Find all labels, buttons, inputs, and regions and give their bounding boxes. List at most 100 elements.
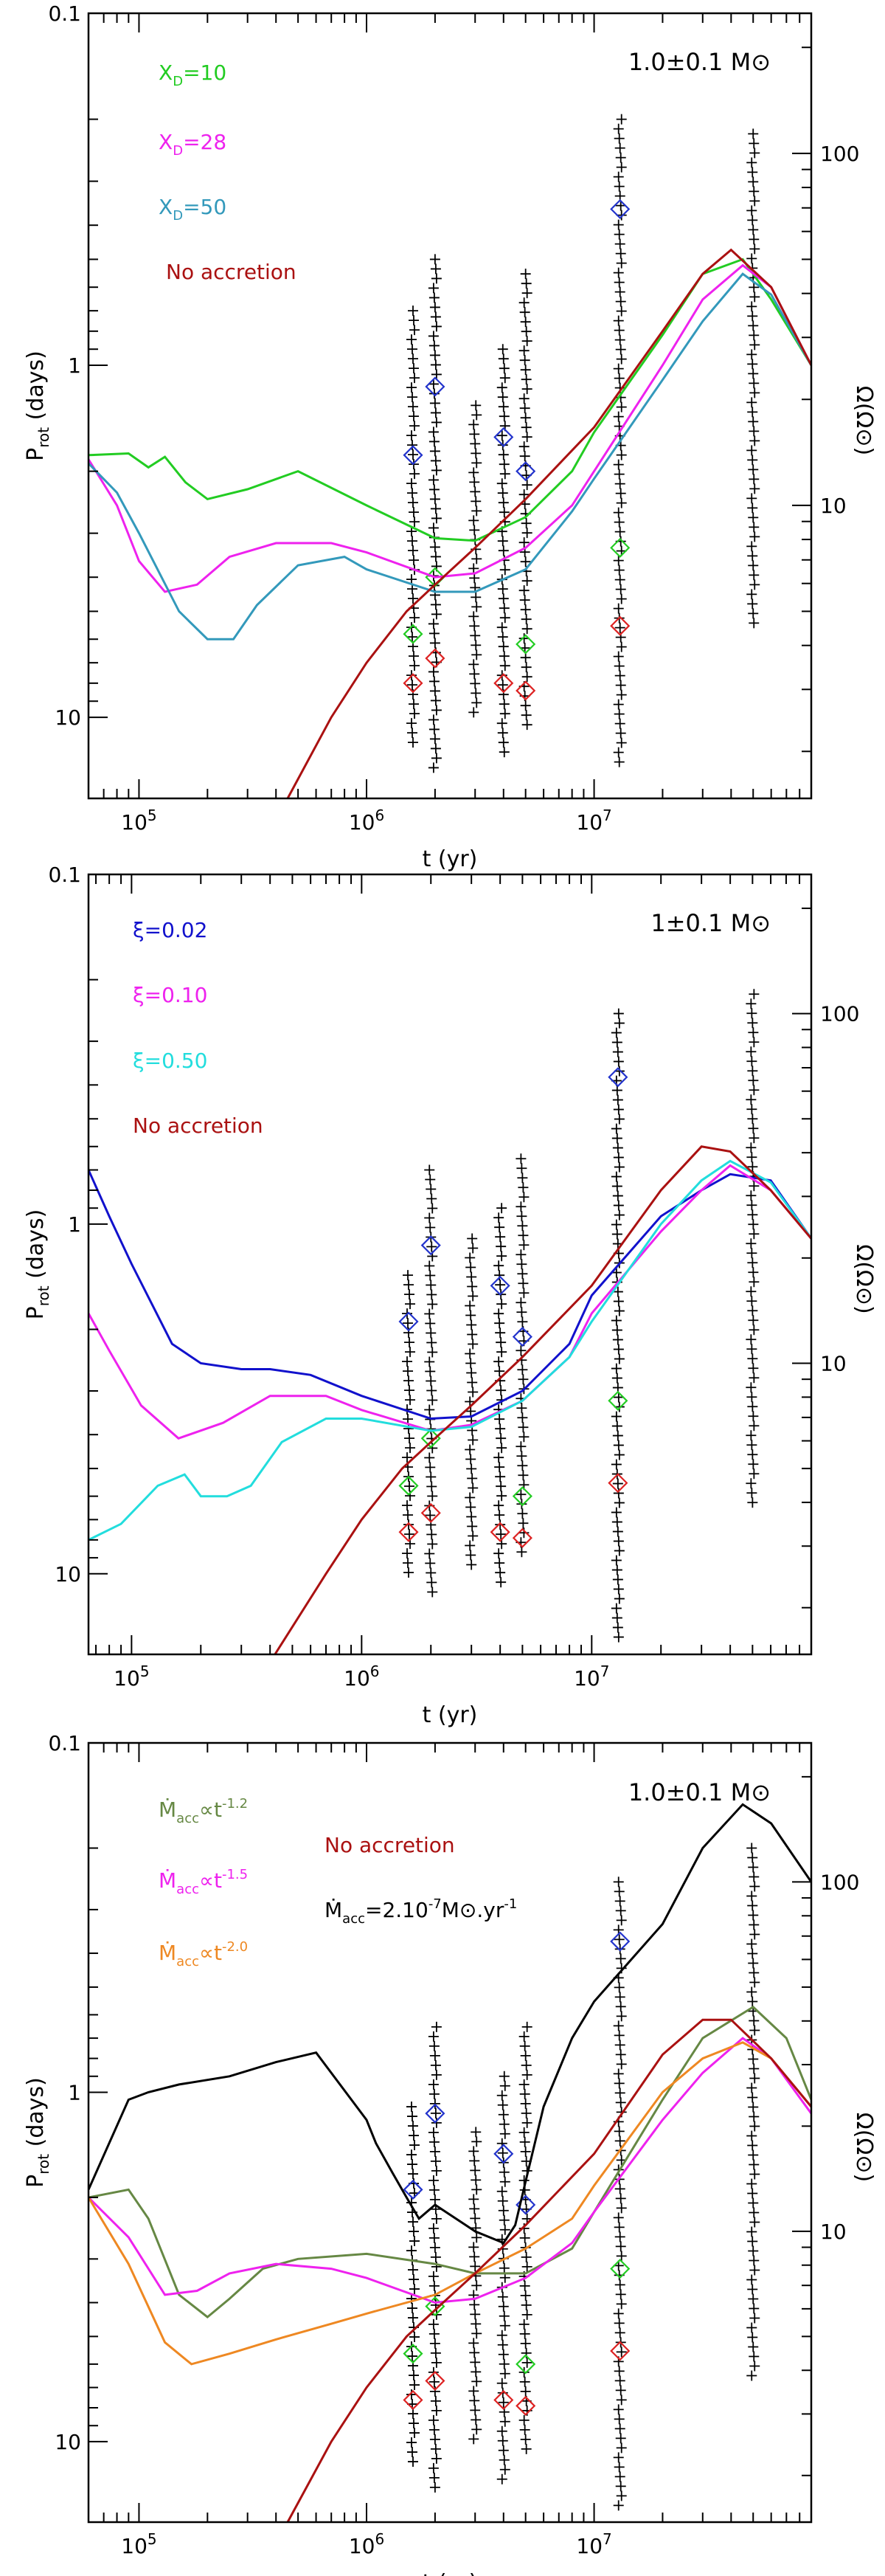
observation-point	[746, 253, 757, 264]
observation-point	[429, 2338, 440, 2349]
x-axis: 105 106 107 t (yr)	[95, 874, 812, 1728]
observation-point	[497, 584, 508, 595]
observation-point	[404, 1289, 415, 1300]
observation-point	[746, 1392, 757, 1403]
observation-point	[469, 2155, 480, 2166]
median-marker	[403, 673, 423, 694]
observation-point	[612, 1094, 623, 1105]
observation-point	[611, 1459, 622, 1470]
median-marker	[490, 1275, 510, 1296]
observation-point	[426, 1193, 437, 1204]
observation-point	[406, 584, 417, 595]
observation-point	[429, 446, 440, 457]
observation-point	[498, 737, 509, 748]
median-marker	[403, 445, 423, 466]
observation-point	[518, 345, 530, 356]
observation-point	[748, 1075, 759, 1086]
observation-point	[468, 2242, 479, 2253]
observation-cluster	[406, 305, 420, 748]
observation-point	[613, 1392, 624, 1403]
observation-point	[614, 2423, 625, 2434]
observation-point	[409, 2236, 420, 2247]
observation-point	[496, 2473, 507, 2485]
observation-point	[496, 1577, 507, 1588]
observation-point	[613, 459, 624, 470]
observation-point	[499, 2071, 510, 2082]
observation-point	[611, 1325, 622, 1336]
observation-point	[748, 464, 759, 475]
observation-point	[521, 719, 532, 731]
y2-tick-label: 100	[820, 1870, 859, 1894]
observation-point	[746, 1200, 757, 1211]
observation-point	[521, 2299, 532, 2310]
observation-point	[614, 1209, 625, 1220]
plot-frame	[87, 12, 813, 800]
observation-point	[409, 708, 420, 719]
x-tick-label: 105	[121, 2530, 156, 2558]
observation-point	[746, 1334, 757, 1345]
observation-point	[427, 1299, 438, 1310]
observation-point	[430, 599, 441, 610]
observation-point	[611, 1372, 622, 1384]
observation-point	[408, 555, 419, 566]
observation-point	[424, 1452, 435, 1463]
observation-point	[469, 2299, 480, 2310]
observation-point	[616, 737, 627, 748]
observation-point	[748, 320, 759, 331]
observation-point	[749, 474, 760, 485]
observation-point	[470, 2261, 481, 2272]
observation-point	[613, 555, 624, 566]
observation-point	[614, 325, 625, 336]
observation-point	[471, 2376, 482, 2387]
legend-entry: XD=10	[159, 61, 226, 89]
observation-point	[520, 365, 531, 376]
observation-point	[468, 2194, 479, 2205]
observation-point	[518, 441, 530, 452]
observation-point	[749, 570, 760, 581]
observation-point	[516, 1441, 527, 1452]
legend-entry: XD=50	[159, 195, 226, 224]
observation-cluster	[468, 2127, 482, 2445]
observation-point	[430, 2059, 441, 2071]
observation-point	[426, 1529, 437, 1540]
observation-point	[521, 576, 532, 587]
observation-point	[496, 1433, 507, 1444]
observation-point	[409, 2284, 420, 2295]
observation-point	[613, 1440, 624, 1451]
series-line	[88, 263, 811, 593]
median-marker	[493, 2144, 514, 2164]
observation-point	[748, 1862, 759, 1873]
observation-point	[406, 2437, 417, 2448]
observation-point	[521, 2261, 532, 2272]
observation-point	[427, 1539, 438, 1550]
observation-point	[746, 1286, 757, 1297]
observation-point	[616, 689, 627, 700]
median-marker	[490, 1522, 510, 1542]
observation-point	[494, 1414, 505, 1425]
observation-point	[428, 436, 440, 447]
observation-point	[748, 2293, 759, 2304]
observation-point	[615, 344, 626, 355]
x-tick-label: 106	[349, 807, 384, 835]
observation-point	[431, 705, 442, 716]
observation-point	[520, 2098, 531, 2109]
observation-point	[611, 1123, 622, 1134]
observation-point	[615, 584, 626, 595]
observation-point	[493, 1260, 504, 1271]
x-axis-label: t (yr)	[423, 2570, 478, 2576]
observation-point	[495, 1471, 506, 1482]
observation-point	[516, 1249, 527, 1260]
observation-point	[428, 2462, 439, 2473]
y-axis-label: Prot (days)	[23, 2077, 52, 2188]
observation-point	[466, 1319, 477, 1330]
observation-point	[406, 718, 417, 729]
observation-point	[495, 1423, 506, 1434]
observation-point	[746, 1843, 757, 1854]
observation-point	[426, 1481, 437, 1492]
observation-point	[748, 368, 759, 379]
observation-point	[406, 2351, 417, 2362]
observation-point	[428, 2328, 440, 2339]
observation-point	[749, 1929, 760, 1940]
observation-point	[616, 2442, 627, 2454]
observation-point	[518, 2031, 530, 2042]
